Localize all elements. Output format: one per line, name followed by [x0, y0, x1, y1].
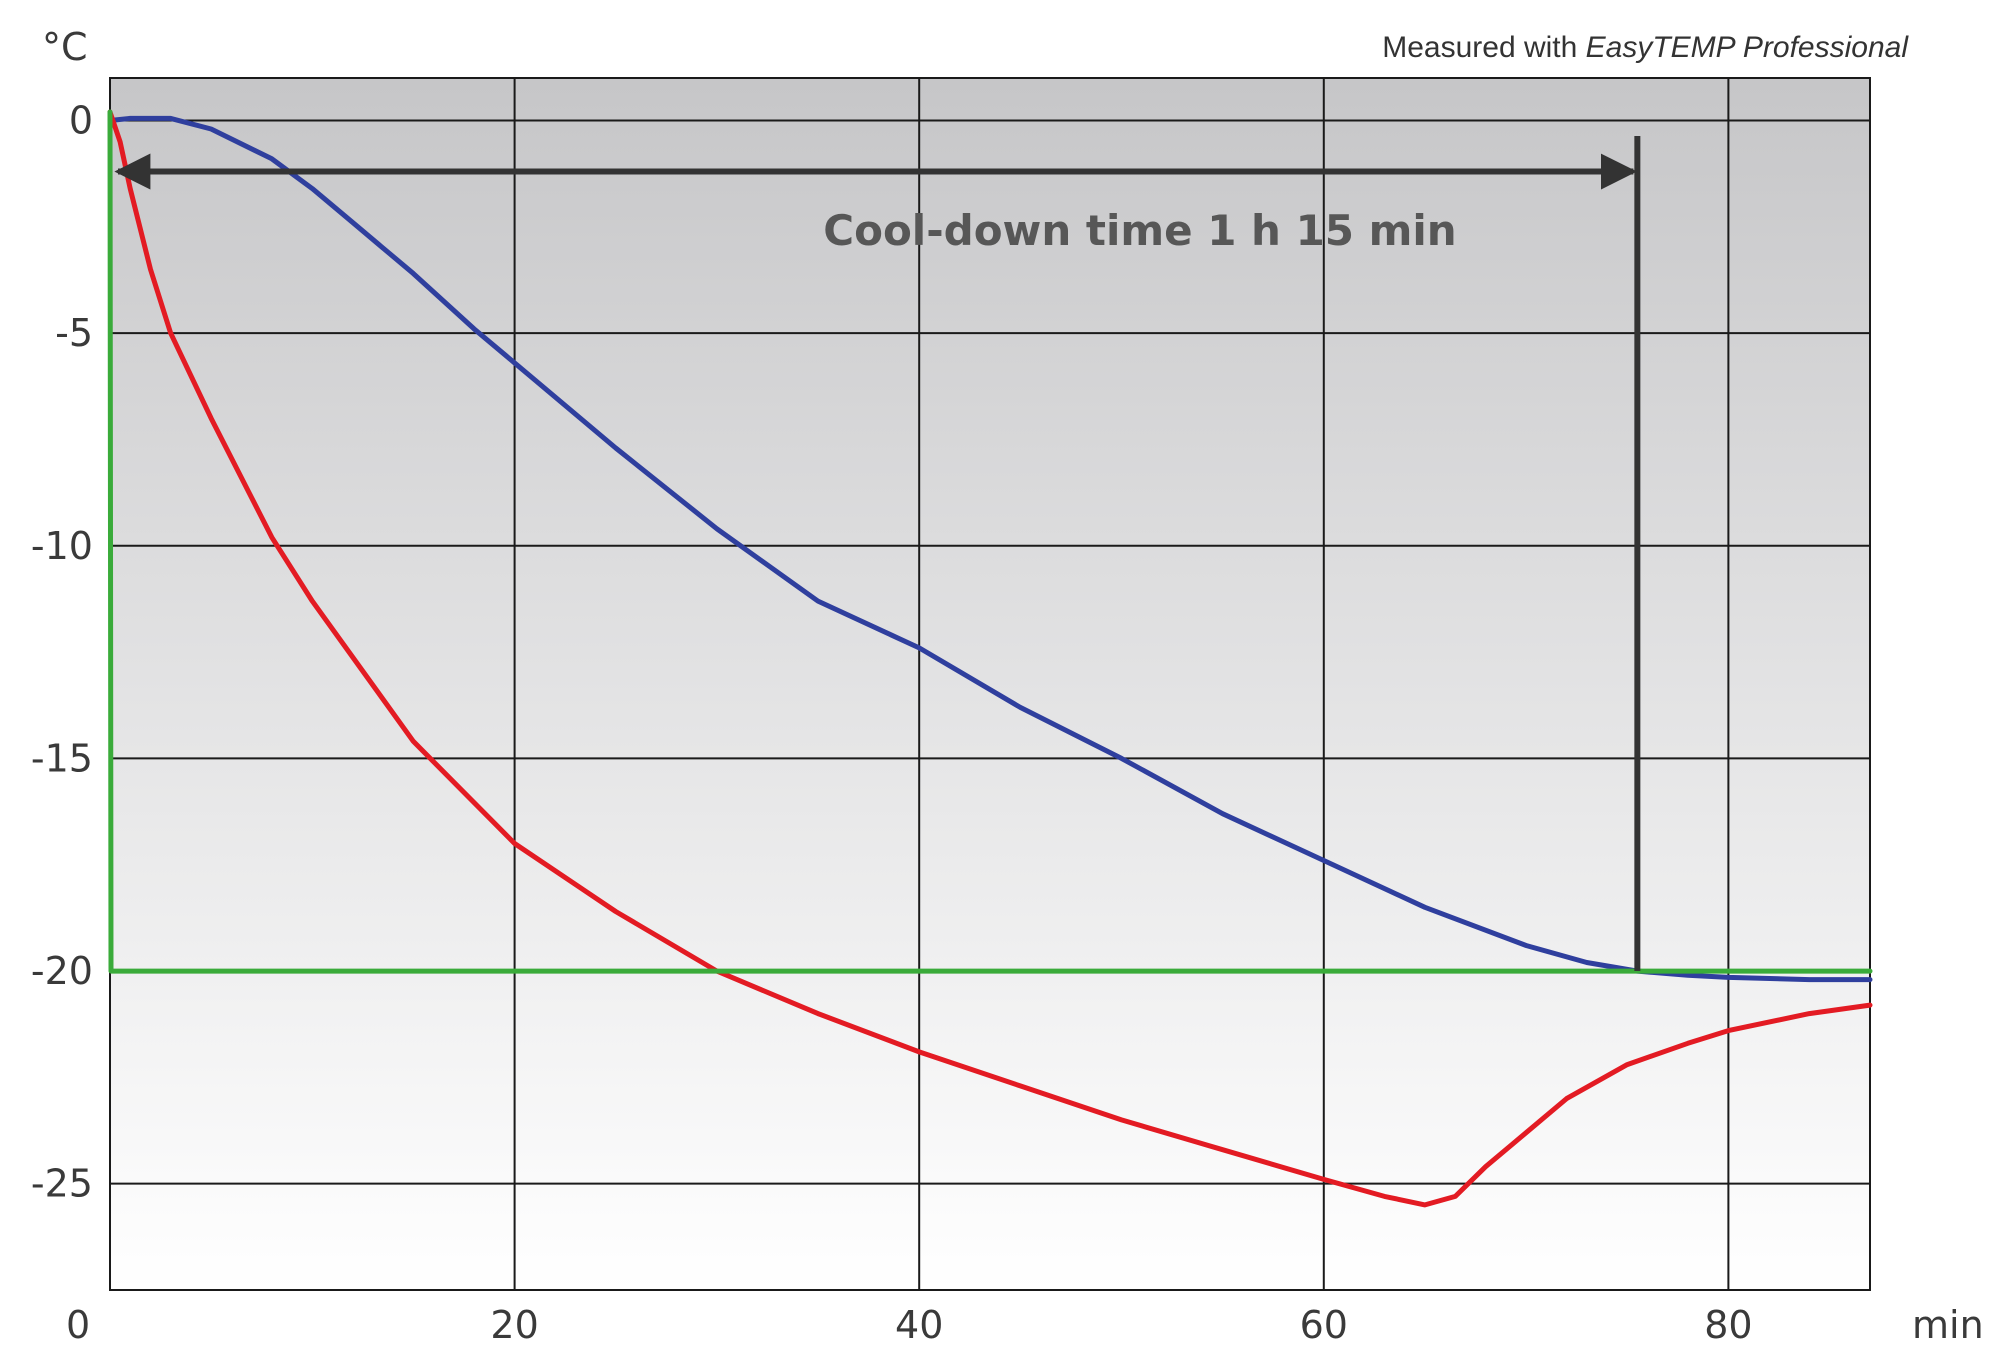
x-tick-label: 20	[490, 1303, 538, 1347]
plot-area	[109, 77, 1871, 1291]
y-tick-label: -15	[31, 736, 93, 780]
y-axis-ticks: 0 -5 -10 -15 -20 -25	[31, 99, 93, 1206]
x-axis-ticks: 0 20 40 60 80	[66, 1303, 1753, 1347]
x-axis-unit: min	[1912, 1303, 1984, 1347]
credit-text: Measured with EasyTEMP Professional	[1382, 31, 1909, 64]
cooldown-annotation	[114, 136, 1641, 972]
y-tick-label: 0	[69, 99, 93, 143]
x-tick-label: 80	[1704, 1303, 1752, 1347]
annotation-label: Cool-down time 1 h 15 min	[823, 206, 1456, 255]
y-tick-label: -20	[31, 949, 93, 993]
series-line-3	[107, 109, 1873, 974]
credit-product: EasyTEMP Professional	[1586, 31, 1910, 64]
series-line-2	[107, 109, 1873, 1208]
x-tick-label: 0	[66, 1303, 90, 1347]
y-axis-unit: °C	[42, 25, 88, 69]
credit-prefix: Measured with	[1382, 31, 1585, 64]
x-tick-label: 60	[1300, 1303, 1348, 1347]
y-tick-label: -25	[31, 1162, 93, 1206]
x-tick-label: 40	[895, 1303, 943, 1347]
y-tick-label: -10	[31, 524, 93, 568]
y-tick-label: -5	[55, 311, 93, 355]
